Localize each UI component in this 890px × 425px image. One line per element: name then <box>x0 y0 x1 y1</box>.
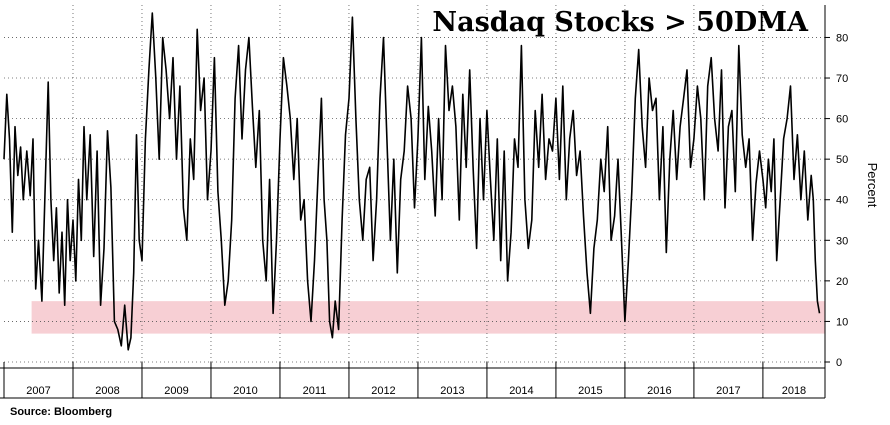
x-tick-label: 2010 <box>233 385 257 397</box>
x-tick-label: 2016 <box>647 385 671 397</box>
x-tick-label: 2008 <box>95 385 119 397</box>
x-tick-label: 2017 <box>716 385 740 397</box>
grid-layer <box>4 5 825 363</box>
highlight-band-layer <box>31 301 826 334</box>
y-tick-label: 20 <box>836 276 848 288</box>
x-tick-label: 2013 <box>440 385 464 397</box>
y-tick-label: 50 <box>836 154 848 166</box>
x-tick-label: 2018 <box>782 385 806 397</box>
y-axis-label: Percent <box>865 163 880 208</box>
x-tick-label: 2015 <box>578 385 602 397</box>
y-tick-label: 40 <box>836 195 848 207</box>
x-tick-label: 2012 <box>371 385 395 397</box>
y-tick-label: 80 <box>836 32 848 44</box>
chart-title: Nasdaq Stocks > 50DMA <box>432 7 809 38</box>
y-tick-label: 30 <box>836 235 848 247</box>
axis-layer: 0 10 20 30 40 50 60 70 80 2007 2008 2009 2010 2011 201… <box>0 5 848 399</box>
x-tick-label: 2007 <box>26 385 50 397</box>
y-tick-label: 60 <box>836 114 848 126</box>
highlight-band <box>31 301 826 334</box>
y-tick-label: 0 <box>836 357 842 369</box>
series-line <box>3 12 821 351</box>
x-tick-label: 2009 <box>164 385 188 397</box>
source-note: Source: Bloomberg <box>10 406 112 418</box>
x-tick-label: 2014 <box>509 385 533 397</box>
series-line-layer <box>3 12 821 351</box>
x-tick-label: 2011 <box>303 385 327 397</box>
y-tick-label: 10 <box>836 316 848 328</box>
y-tick-label: 70 <box>836 73 848 85</box>
